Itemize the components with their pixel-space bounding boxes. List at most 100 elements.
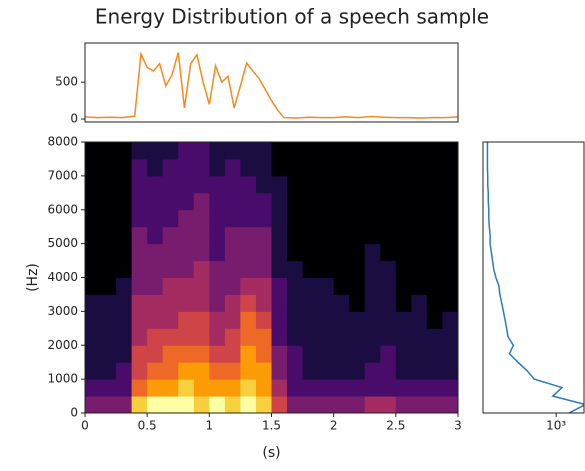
heat-cell [349,277,366,295]
heat-cell [178,192,195,211]
heat-cell [380,260,397,278]
heat-cell [364,277,381,295]
heat-cell [395,192,412,211]
heat-cell [100,311,117,329]
heat-cell [302,277,319,295]
heat-cell [349,396,366,414]
heat-cell [333,294,350,312]
heat-cell [411,243,428,262]
heat-cell [380,192,397,211]
heat-cell [224,260,241,278]
heat-cell [116,345,133,363]
heat-cell [349,328,366,346]
heat-cell [209,328,226,346]
heat-cell [271,277,288,295]
heat-cell [364,209,381,228]
heat-cell [147,311,164,329]
y-tick-label: 7000 [47,168,78,182]
heat-cell [116,260,133,278]
heat-cell [442,345,459,363]
heat-cell [178,396,195,414]
heat-cell [116,142,133,160]
heat-cell [255,294,272,312]
heat-cell [318,175,335,194]
heat-cell [209,294,226,312]
y-tick-label: 6000 [47,202,78,216]
heat-cell [131,328,148,346]
heat-cell [162,158,179,177]
y-tick-label: 0 [70,112,78,126]
heat-cell [426,277,443,295]
heat-cell [411,260,428,278]
heat-cell [302,294,319,312]
heat-cell [178,294,195,312]
heat-cell [131,260,148,278]
heat-cell [209,260,226,278]
heat-cell [271,396,288,414]
heat-cell [162,175,179,194]
heat-cell [395,260,412,278]
heat-cell [442,192,459,211]
heat-cell [442,294,459,312]
heat-cell [240,277,257,295]
heat-cell [240,243,257,262]
heat-cell [224,294,241,312]
heat-cell [162,243,179,262]
heat-cell [193,379,210,397]
heat-cell [349,243,366,262]
heat-cell [100,362,117,380]
heat-cell [85,277,102,295]
heat-cell [147,362,164,380]
heat-cell [100,175,117,194]
heat-cell [364,158,381,177]
heat-cell [411,294,428,312]
heat-cell [333,260,350,278]
heat-cell [442,396,459,414]
heat-cell [178,175,195,194]
heat-cell [271,260,288,278]
heat-cell [271,345,288,363]
heat-cell [162,294,179,312]
heat-cell [255,311,272,329]
heat-cell [287,396,304,414]
heat-cell [318,311,335,329]
heat-cell [364,243,381,262]
heat-cell [193,294,210,312]
x-tick-label: 3 [454,419,462,433]
heat-cell [395,243,412,262]
heat-cell [426,142,443,160]
heat-cell [116,328,133,346]
heat-cell [85,294,102,312]
heat-cell [209,277,226,295]
heat-cell [193,175,210,194]
energy-line [84,51,459,119]
heat-cell [426,328,443,346]
heat-cell [349,192,366,211]
heat-cell [287,260,304,278]
heat-cell [209,396,226,414]
heat-cell [318,379,335,397]
x-tick-label: 2 [330,419,338,433]
heat-cell [318,226,335,245]
heat-cell [287,175,304,194]
heat-cell [287,328,304,346]
heat-cell [209,175,226,194]
heat-cell [349,175,366,194]
heat-cell [271,158,288,177]
heat-cell [178,142,195,160]
heat-cell [380,209,397,228]
heat-cell [178,243,195,262]
heat-cell [287,345,304,363]
heat-cell [178,311,195,329]
heat-cell [395,226,412,245]
heat-cell [100,277,117,295]
x-tick-label: 10³ [546,419,566,433]
heat-cell [147,192,164,211]
heat-cell [333,277,350,295]
heat-cell [364,260,381,278]
heat-cell [85,362,102,380]
heat-cell [178,379,195,397]
heat-cell [255,175,272,194]
heat-cell [178,345,195,363]
heat-cell [147,142,164,160]
